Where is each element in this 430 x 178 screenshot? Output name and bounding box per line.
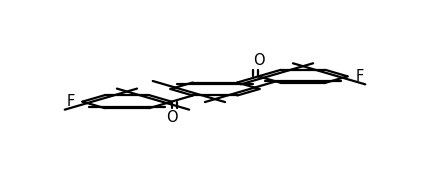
Text: O: O [253,53,264,68]
Text: O: O [166,110,177,125]
Text: F: F [67,94,75,109]
Text: F: F [355,69,363,84]
